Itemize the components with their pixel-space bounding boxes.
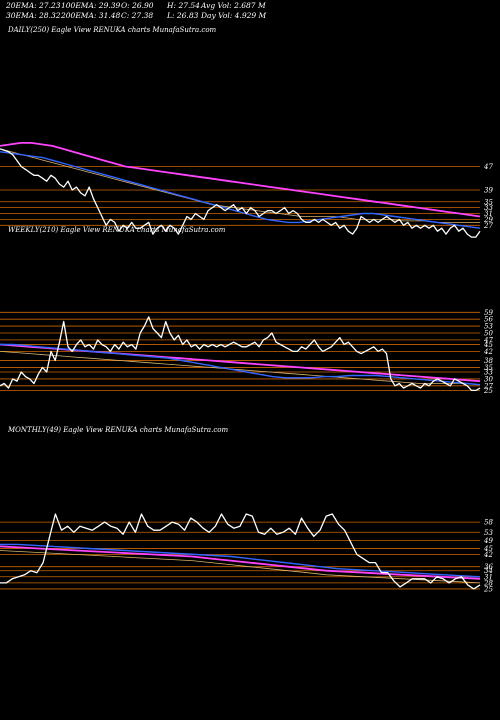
daily-level-label-2: 35 bbox=[484, 198, 493, 206]
daily-level-label-5: 29 bbox=[483, 216, 493, 224]
ema30-value: 30EMA: 28.32 bbox=[6, 11, 61, 20]
daily-level-label-4: 31 bbox=[484, 210, 493, 218]
weekly-level-label-12: 25 bbox=[483, 387, 493, 395]
ema200-value: 200EMA: 31.48 bbox=[61, 11, 121, 20]
weekly-level-label-8: 35 bbox=[484, 364, 493, 372]
avg-vol-value: Avg Vol: 2.687 M bbox=[201, 1, 266, 10]
monthly-series-2-line bbox=[0, 545, 481, 580]
daily-panel-label: DAILY(250) Eagle View RENUKA charts Muna… bbox=[8, 26, 217, 34]
high-value: H: 27.54 bbox=[167, 1, 200, 10]
monthly-series-1-line bbox=[0, 543, 481, 578]
weekly-series-0-line bbox=[0, 316, 481, 392]
monthly-series-0-line bbox=[0, 513, 481, 590]
weekly-level-label-4: 47 bbox=[483, 336, 493, 344]
daily-series-1-line bbox=[0, 151, 481, 229]
daily-series-0-line bbox=[0, 148, 481, 238]
weekly-level-label-10: 30 bbox=[484, 375, 493, 383]
weekly-panel-label: WEEKLY(210) Eagle View RENUKA charts Mun… bbox=[8, 226, 226, 234]
monthly-level-label-6: 34 bbox=[484, 567, 493, 575]
monthly-level-label-7: 31 bbox=[484, 573, 493, 581]
weekly-series-1-line bbox=[0, 343, 481, 386]
weekly-level-label-0: 59 bbox=[484, 309, 493, 317]
weekly-level-label-9: 33 bbox=[484, 369, 493, 377]
monthly-level-label-2: 49 bbox=[483, 537, 493, 545]
daily-level-label-0: 47 bbox=[483, 163, 493, 171]
monthly-level-label-9: 25 bbox=[483, 585, 493, 593]
ema20-value: 20EMA: 27.23 bbox=[6, 1, 61, 10]
weekly-level-label-5: 45 bbox=[483, 341, 493, 349]
ema100-value: 100EMA: 29.39 bbox=[61, 1, 121, 10]
monthly-level-label-8: 28 bbox=[483, 579, 493, 587]
weekly-level-label-6: 42 bbox=[483, 348, 493, 356]
daily-level-label-3: 33 bbox=[484, 204, 493, 212]
day-vol-value: Day Vol: 4.929 M bbox=[201, 11, 267, 20]
daily-level-label-1: 39 bbox=[484, 187, 493, 195]
daily-level-label-6: 27 bbox=[483, 222, 493, 230]
open-value: O: 26.90 bbox=[121, 1, 154, 10]
weekly-series-3-line bbox=[0, 351, 481, 386]
weekly-level-label-7: 38 bbox=[484, 357, 493, 365]
monthly-level-label-4: 42 bbox=[483, 551, 493, 559]
monthly-level-label-3: 45 bbox=[483, 545, 493, 553]
monthly-level-label-0: 58 bbox=[484, 519, 493, 527]
weekly-level-label-3: 50 bbox=[484, 329, 493, 337]
monthly-panel-label: MONTHLY(49) Eagle View RENUKA charts Mun… bbox=[8, 426, 229, 434]
weekly-level-label-2: 53 bbox=[484, 323, 493, 331]
monthly-series-3-line bbox=[0, 550, 481, 584]
low-value: L: 26.83 bbox=[167, 11, 199, 20]
monthly-level-label-5: 36 bbox=[484, 563, 493, 571]
monthly-level-label-1: 53 bbox=[484, 529, 493, 537]
daily-series-2-line bbox=[0, 141, 481, 218]
close-value: C: 27.38 bbox=[121, 11, 154, 20]
weekly-level-label-1: 56 bbox=[484, 316, 493, 324]
weekly-level-label-11: 27 bbox=[483, 382, 493, 390]
